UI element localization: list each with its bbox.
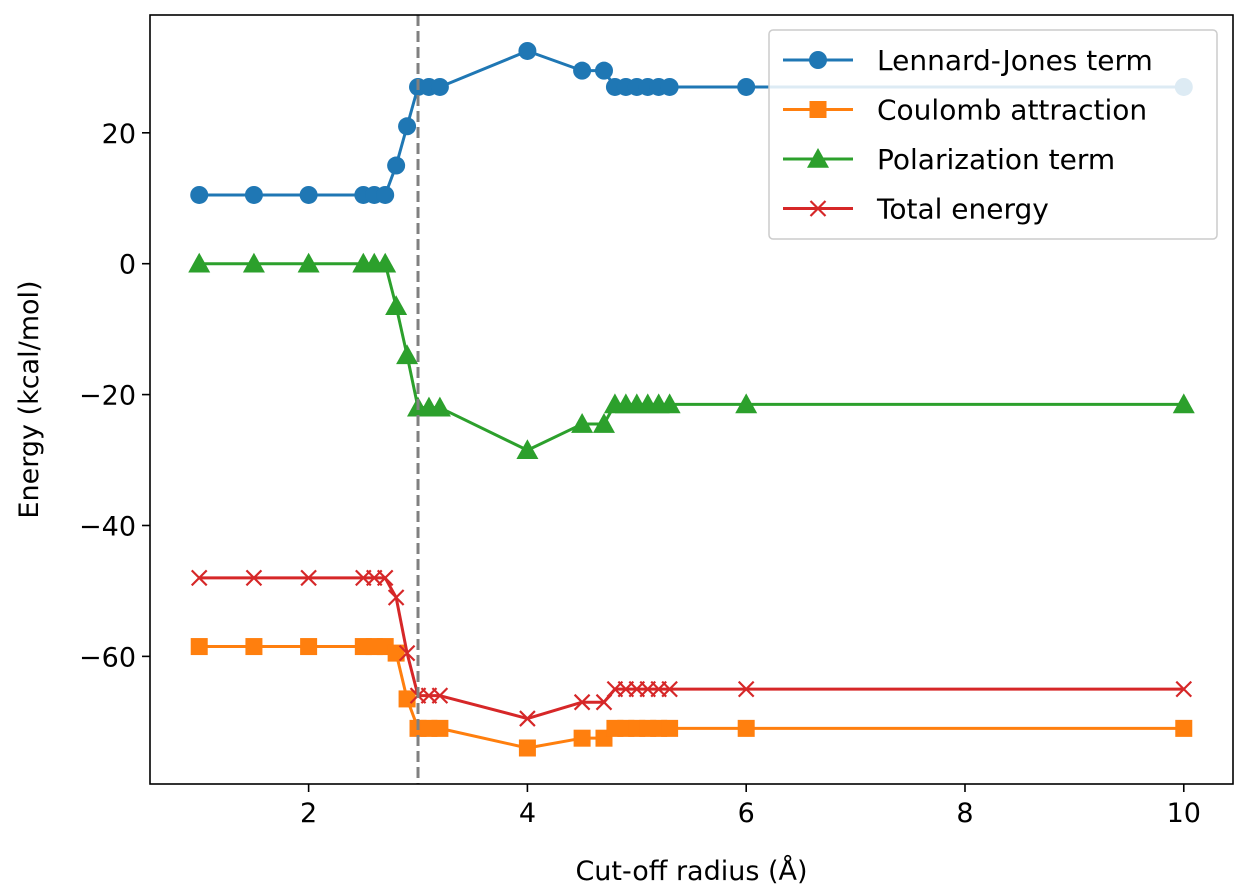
y-tick-label: −20: [79, 381, 136, 412]
data-point: [661, 680, 678, 698]
data-point: [190, 569, 208, 587]
data-point: [571, 413, 594, 433]
data-point: [431, 687, 449, 704]
y-tick-label: −60: [79, 642, 136, 673]
series-0: [190, 41, 1193, 204]
data-point: [594, 61, 613, 80]
data-point: [245, 638, 263, 656]
data-point: [398, 117, 417, 136]
data-point: [595, 693, 613, 711]
axes: 2 4 6 8 10 −60 −40 −20 0 20: [79, 119, 1201, 829]
data-point: [592, 413, 615, 433]
data-point: [396, 344, 419, 365]
data-point: [518, 41, 537, 60]
x-axis-label: Cut-off radius (Å): [575, 855, 807, 887]
data-point: [387, 589, 405, 606]
data-point: [374, 252, 397, 273]
data-point: [661, 719, 679, 737]
data-point: [573, 693, 591, 711]
data-point: [376, 185, 395, 204]
data-point: [428, 396, 451, 417]
y-axis-label: Energy (kcal/mol): [14, 280, 45, 518]
data-point: [188, 252, 211, 273]
legend-label: Polarization term: [877, 143, 1115, 176]
y-tick-label: 0: [119, 250, 136, 281]
data-point: [300, 569, 317, 587]
data-point: [242, 252, 265, 273]
data-point: [660, 77, 679, 96]
data-point: [658, 393, 681, 414]
data-point: [735, 393, 758, 414]
x-tick-label: 2: [300, 798, 317, 829]
data-point: [387, 156, 406, 175]
plot-frame: [149, 14, 1234, 785]
data-point: [573, 61, 592, 80]
data-point: [1172, 393, 1195, 414]
data-point: [297, 252, 320, 273]
y-tick-label: −40: [79, 511, 136, 542]
data-point: [190, 185, 209, 204]
data-point: [190, 638, 208, 656]
y-tick-label: 20: [102, 119, 136, 150]
data-point: [573, 729, 591, 747]
data-point: [737, 719, 755, 737]
data-point: [430, 77, 449, 96]
series-3: [190, 569, 1193, 727]
data-point: [299, 185, 318, 204]
x-tick-label: 8: [956, 798, 973, 829]
legend-label: Coulomb attraction: [877, 94, 1147, 127]
legend-label: Lennard-Jones term: [877, 44, 1153, 77]
series-line: [199, 576, 1184, 721]
data-point: [244, 185, 263, 204]
legend-label: Total energy: [876, 193, 1049, 226]
data-point: [387, 644, 405, 662]
x-tick-label: 10: [1167, 798, 1201, 829]
data-point: [516, 439, 539, 460]
data-point: [376, 569, 394, 587]
data-point: [398, 690, 416, 708]
data-point: [398, 644, 416, 662]
plot-area: [188, 15, 1195, 784]
data-point: [737, 77, 756, 96]
data-point: [245, 569, 263, 587]
legend: Lennard-Jones term Coulomb attraction Pola…: [768, 29, 1218, 240]
data-point: [300, 638, 318, 656]
data-point: [519, 710, 536, 727]
legend-box: [768, 29, 1218, 240]
legend-marker: [809, 51, 827, 69]
x-tick-label: 4: [519, 798, 536, 829]
x-tick-label: 6: [738, 798, 755, 829]
legend-marker: [809, 200, 827, 217]
data-point: [1175, 680, 1193, 698]
series-1: [190, 638, 1193, 757]
legend-marker: [809, 101, 827, 118]
data-point: [737, 680, 755, 698]
data-point: [1175, 719, 1193, 737]
data-point: [385, 295, 408, 316]
data-point: [431, 719, 449, 737]
legend-marker: [807, 148, 829, 168]
data-point: [518, 739, 536, 757]
